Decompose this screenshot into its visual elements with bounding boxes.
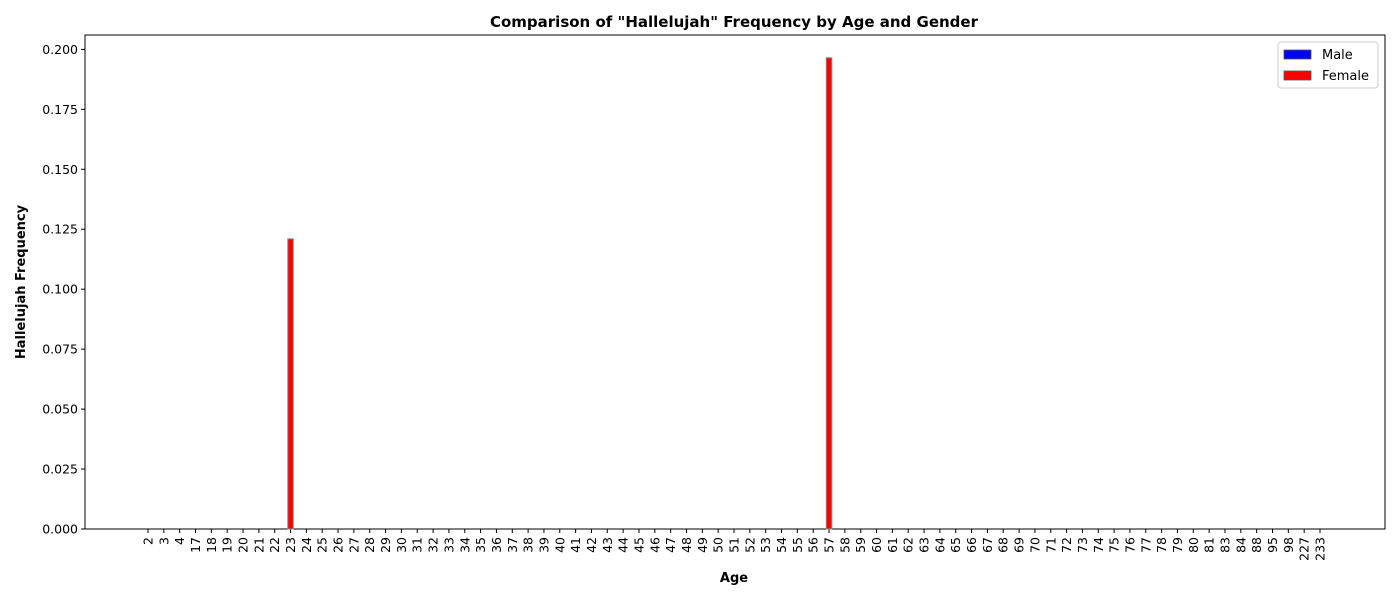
legend: Male Female: [1277, 41, 1379, 89]
plot-area: 0.000 0.025 0.050 0.075 0.100 0.125 0.150 0.175…: [42, 34, 1386, 561]
y-tick-label: 0.175: [42, 102, 78, 117]
y-tick-label: 0.000: [42, 522, 78, 537]
x-tick-label: 57: [822, 537, 837, 553]
x-tick-label: 80: [1186, 537, 1201, 553]
x-tick-label: 34: [457, 537, 472, 553]
x-axis-label: Age: [720, 571, 748, 586]
x-tick-label: 24: [299, 537, 314, 553]
x-tick-label: 43: [600, 537, 615, 553]
x-tick-label: 54: [774, 537, 789, 553]
x-tick-label: 81: [1202, 537, 1217, 553]
x-tick-label: 64: [932, 537, 947, 553]
x-tick-label: 3: [156, 537, 171, 545]
x-tick-label: 59: [853, 537, 868, 553]
x-tick-label: 95: [1265, 537, 1280, 553]
chart-title: Comparison of "Hallelujah" Frequency by …: [490, 13, 979, 31]
x-tick-label: 28: [362, 537, 377, 553]
x-tick-label: 71: [1043, 537, 1058, 553]
x-tick-label: 29: [378, 537, 393, 553]
x-tick-label: 58: [837, 537, 852, 553]
x-tick-label: 98: [1281, 537, 1296, 553]
x-tick-label: 233: [1313, 537, 1328, 561]
x-tick-label: 36: [489, 537, 504, 553]
y-tick-label: 0.100: [42, 282, 78, 297]
x-tick-label: 65: [948, 537, 963, 553]
x-tick-label: 33: [441, 537, 456, 553]
x-tick-label: 26: [331, 537, 346, 553]
x-tick-label: 30: [394, 537, 409, 553]
y-tick-label: 0.200: [42, 42, 78, 57]
x-tick-label: 55: [790, 537, 805, 553]
x-tick-label: 17: [188, 537, 203, 553]
x-tick-label: 50: [711, 537, 726, 553]
x-tick-label: 44: [616, 537, 631, 553]
legend-label-male: Male: [1322, 48, 1353, 63]
x-tick-label: 47: [663, 537, 678, 553]
y-axis-label: Hallelujah Frequency: [14, 204, 29, 359]
x-tick-label: 69: [1012, 537, 1027, 553]
x-tick-label: 35: [473, 537, 488, 553]
legend-swatch-male: [1283, 49, 1312, 60]
bar-female-57: [825, 57, 833, 530]
x-tick-label: 74: [1091, 537, 1106, 553]
x-tick-label: 75: [1107, 537, 1122, 553]
y-tick-label: 0.025: [42, 462, 78, 477]
x-tick-label: 31: [410, 537, 425, 553]
x-tick-label: 52: [742, 537, 757, 553]
x-tick-label: 18: [204, 537, 219, 553]
x-tick-label: 67: [980, 537, 995, 553]
x-tick-label: 20: [236, 537, 251, 553]
x-tick-label: 88: [1249, 537, 1264, 553]
x-tick-label: 61: [885, 537, 900, 553]
x-tick-label: 72: [1059, 537, 1074, 553]
x-tick-label: 40: [552, 537, 567, 553]
x-tick-label: 84: [1233, 537, 1248, 553]
x-tick-label: 39: [536, 537, 551, 553]
x-tick-label: 22: [267, 537, 282, 553]
x-tick-label: 38: [521, 537, 536, 553]
x-tick-label: 66: [964, 537, 979, 553]
x-tick-label: 19: [220, 537, 235, 553]
bar-female-23: [287, 238, 294, 530]
x-tick-label: 68: [996, 537, 1011, 553]
x-tick-label: 62: [901, 537, 916, 553]
x-tick-label: 70: [1027, 537, 1042, 553]
x-tick-label: 23: [283, 537, 298, 553]
y-tick-label: 0.125: [42, 222, 78, 237]
x-tick-label: 49: [695, 537, 710, 553]
x-tick-label: 46: [647, 537, 662, 553]
x-tick-label: 79: [1170, 537, 1185, 553]
x-tick-label: 32: [426, 537, 441, 553]
x-tick-label: 83: [1217, 537, 1232, 553]
x-tick-label: 63: [917, 537, 932, 553]
x-tick-label: 53: [758, 537, 773, 553]
x-tick-label: 60: [869, 537, 884, 553]
x-tick-label: 76: [1122, 537, 1137, 553]
y-tick-label: 0.150: [42, 162, 78, 177]
x-tick-label: 4: [172, 537, 187, 545]
legend-label-female: Female: [1322, 69, 1369, 84]
legend-swatch-female: [1283, 70, 1312, 81]
x-tick-label: 56: [806, 537, 821, 553]
x-tick-label: 73: [1075, 537, 1090, 553]
x-tick-label: 41: [568, 537, 583, 553]
y-tick-label: 0.050: [42, 402, 78, 417]
x-tick-label: 21: [251, 537, 266, 553]
x-tick-label: 78: [1154, 537, 1169, 553]
plot-frame: [84, 34, 1386, 530]
x-tick-label: 51: [727, 537, 742, 553]
x-tick-label: 2: [141, 537, 156, 545]
x-tick-label: 45: [631, 537, 646, 553]
y-tick-label: 0.075: [42, 342, 78, 357]
x-tick-label: 25: [315, 537, 330, 553]
x-tick-label: 227: [1297, 537, 1312, 561]
x-tick-label: 37: [505, 537, 520, 553]
x-tick-label: 48: [679, 537, 694, 553]
x-tick-label: 27: [346, 537, 361, 553]
x-tick-label: 42: [584, 537, 599, 553]
x-tick-label: 77: [1138, 537, 1153, 553]
